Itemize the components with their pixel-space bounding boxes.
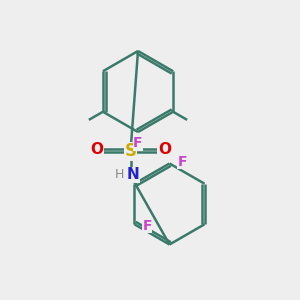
Text: F: F: [133, 136, 143, 150]
Text: O: O: [158, 142, 171, 157]
Text: F: F: [142, 219, 152, 233]
Text: H: H: [114, 168, 124, 182]
Text: O: O: [90, 142, 103, 157]
Text: F: F: [177, 155, 187, 169]
Text: N: N: [126, 167, 139, 182]
Text: S: S: [124, 142, 136, 160]
